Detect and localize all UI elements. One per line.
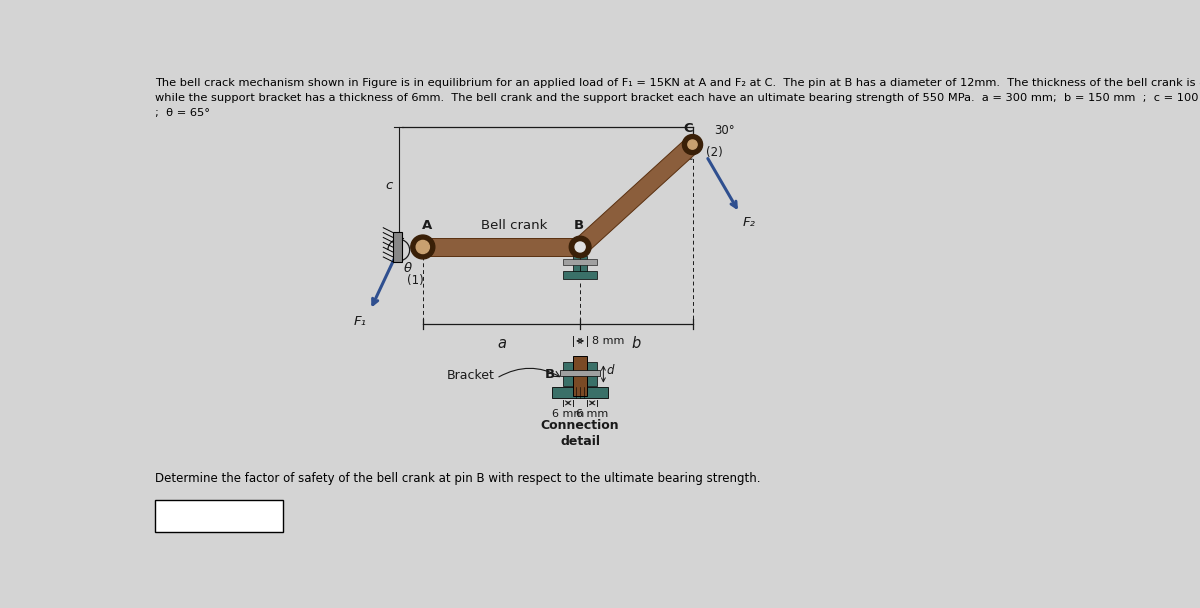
Text: Bell crank: Bell crank bbox=[481, 219, 547, 232]
FancyBboxPatch shape bbox=[563, 362, 574, 385]
Text: c: c bbox=[385, 179, 392, 192]
Circle shape bbox=[683, 134, 702, 154]
Text: Bracket: Bracket bbox=[446, 368, 494, 382]
Circle shape bbox=[410, 235, 434, 259]
FancyBboxPatch shape bbox=[392, 232, 402, 261]
FancyBboxPatch shape bbox=[587, 362, 598, 385]
Circle shape bbox=[416, 240, 430, 254]
Text: Determine the factor of safety of the bell crank at pin B with respect to the ul: Determine the factor of safety of the be… bbox=[156, 472, 761, 485]
FancyBboxPatch shape bbox=[580, 256, 588, 273]
Text: (2): (2) bbox=[707, 146, 724, 159]
Circle shape bbox=[575, 242, 586, 252]
Text: F₁: F₁ bbox=[353, 315, 366, 328]
Text: 6 mm: 6 mm bbox=[576, 409, 608, 419]
Text: B: B bbox=[545, 367, 556, 381]
Text: ;  θ = 65°: ; θ = 65° bbox=[156, 108, 210, 119]
Text: A: A bbox=[421, 219, 432, 232]
Text: (1): (1) bbox=[407, 274, 424, 287]
FancyBboxPatch shape bbox=[560, 370, 600, 376]
Text: 6 mm: 6 mm bbox=[552, 409, 584, 419]
Circle shape bbox=[688, 140, 697, 149]
Text: detail: detail bbox=[560, 435, 600, 448]
Circle shape bbox=[569, 236, 590, 258]
Text: Connection: Connection bbox=[541, 420, 619, 432]
Text: 30°: 30° bbox=[714, 124, 734, 137]
Polygon shape bbox=[574, 138, 698, 254]
FancyBboxPatch shape bbox=[421, 238, 582, 256]
FancyBboxPatch shape bbox=[552, 387, 608, 398]
FancyBboxPatch shape bbox=[563, 271, 598, 279]
Text: a: a bbox=[497, 336, 506, 351]
Text: 8 mm: 8 mm bbox=[592, 336, 624, 346]
FancyBboxPatch shape bbox=[574, 356, 587, 396]
Text: C: C bbox=[684, 122, 694, 134]
FancyBboxPatch shape bbox=[563, 259, 598, 264]
FancyBboxPatch shape bbox=[156, 500, 283, 532]
Text: b: b bbox=[631, 336, 641, 351]
Text: while the support bracket has a thickness of 6mm.  The bell crank and the suppor: while the support bracket has a thicknes… bbox=[156, 93, 1200, 103]
Text: B: B bbox=[574, 219, 583, 232]
Text: d: d bbox=[606, 364, 614, 377]
Text: θ: θ bbox=[403, 263, 412, 275]
Text: F₂: F₂ bbox=[743, 216, 756, 229]
FancyBboxPatch shape bbox=[572, 256, 580, 273]
Text: The bell crack mechanism shown in Figure is in equilibrium for an applied load o: The bell crack mechanism shown in Figure… bbox=[156, 78, 1200, 88]
